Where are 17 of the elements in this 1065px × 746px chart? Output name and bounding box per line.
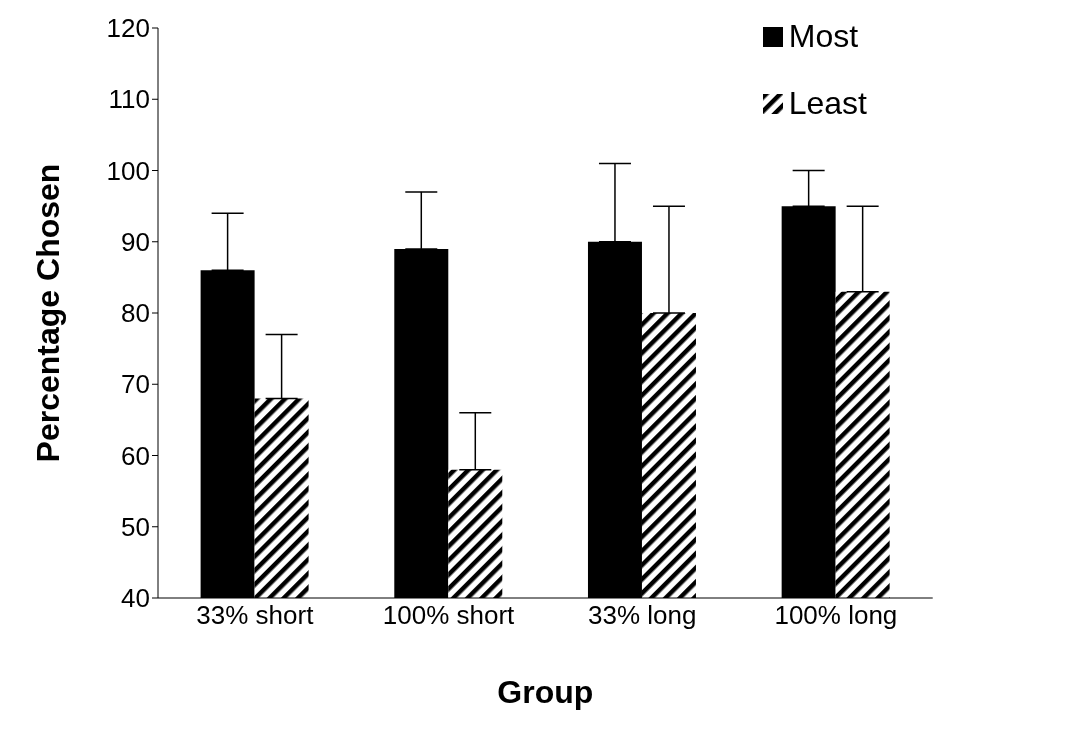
- x-axis-title: Group: [497, 674, 594, 710]
- x-tick-label: 100% short: [382, 600, 516, 631]
- y-tick-label: 40: [121, 583, 150, 614]
- y-tick-label: 100: [106, 155, 150, 186]
- x-tick-label: 33% short: [196, 600, 315, 631]
- y-axis-title: Percentage Chosen: [30, 163, 67, 463]
- x-tick-label: 100% long: [774, 600, 898, 631]
- y-tick-label: 120: [106, 13, 150, 44]
- y-tick-label: 60: [121, 440, 150, 471]
- y-tick-label: 80: [121, 298, 150, 329]
- legend-label: Least: [788, 85, 867, 122]
- y-tick-label: 50: [121, 511, 150, 542]
- y-tick-label: 110: [108, 84, 150, 115]
- y-tick-label: 90: [121, 226, 150, 257]
- x-tick-label: 33% long: [587, 600, 697, 631]
- y-tick-label: 70: [121, 369, 150, 400]
- legend-label: Most: [788, 18, 859, 55]
